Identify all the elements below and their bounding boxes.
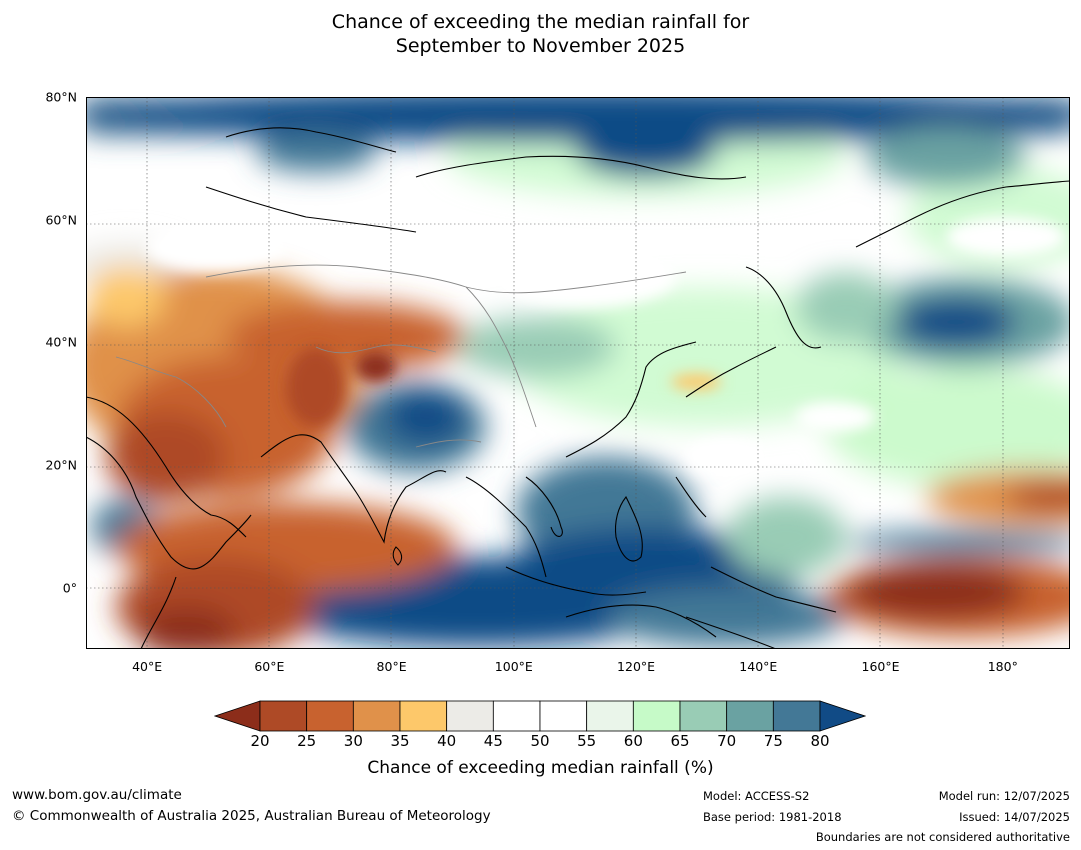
colorbar-tick-label: 35 [390, 732, 410, 750]
lon-tick-label: 40°E [132, 659, 163, 674]
graticule [86, 97, 1070, 649]
colorbar-tick-label: 20 [250, 732, 270, 750]
lat-tick-label: 20°N [45, 457, 77, 473]
colorbar-bin [352, 700, 401, 732]
model-name: Model: ACCESS-S2 [703, 789, 810, 803]
colorbar-label: Chance of exceeding median rainfall (%) [367, 758, 714, 778]
colorbar-tick-label: 40 [437, 732, 457, 750]
map-frame [86, 97, 1070, 649]
colorbar-tick-label: 50 [530, 732, 550, 750]
colorbar-bin [446, 700, 494, 732]
colorbar-bin [539, 700, 588, 732]
colorbar-extend-high [819, 700, 867, 732]
probability-detail [146, 217, 1066, 477]
lat-tick-label: 60°N [45, 212, 77, 228]
lat-tick-label: 0° [62, 580, 77, 596]
title-line-2: September to November 2025 [395, 35, 686, 57]
colorbar-bin [632, 700, 681, 732]
colorbar-bin [492, 700, 541, 732]
lon-tick-label: 120°E [617, 659, 656, 674]
political-boundaries [115, 264, 687, 448]
colorbar-tick-label: 80 [810, 732, 830, 750]
colorbar-tick-label: 75 [763, 732, 783, 750]
model-run-date: Model run: 12/07/2025 [938, 789, 1070, 803]
colorbar-bin [679, 700, 728, 732]
colorbar-tick-label: 45 [483, 732, 503, 750]
map-title: Chance of exceeding the median rainfall … [0, 10, 1081, 58]
colorbar-extend-low [213, 700, 261, 732]
colorbar [213, 700, 867, 736]
colorbar-svg [213, 700, 867, 732]
colorbar-tick-label: 60 [623, 732, 643, 750]
colorbar-tick-label: 70 [717, 732, 737, 750]
colorbar-bin [399, 700, 448, 732]
footer-url: www.bom.gov.au/climate [12, 787, 182, 803]
colorbar-tick-label: 65 [670, 732, 690, 750]
colorbar-tick-label: 25 [297, 732, 317, 750]
colorbar-bin [306, 700, 354, 732]
footer-copyright: © Commonwealth of Australia 2025, Austra… [12, 808, 491, 824]
colorbar-bin [726, 700, 774, 732]
colorbar-tick-label: 30 [343, 732, 363, 750]
colorbar-bin [586, 700, 634, 732]
forecast-map [86, 97, 1070, 649]
lon-tick-label: 160°E [861, 659, 900, 674]
colorbar-bin [772, 700, 821, 732]
colorbar-tick-label: 55 [577, 732, 597, 750]
lon-tick-label: 180° [987, 659, 1018, 674]
forecast-map-canvas [86, 97, 1070, 649]
issued-date: Issued: 14/07/2025 [959, 810, 1070, 824]
boundaries-disclaimer: Boundaries are not considered authoritat… [815, 830, 1070, 844]
probability-field [86, 97, 1070, 649]
base-period: Base period: 1981-2018 [703, 810, 842, 824]
title-line-1: Chance of exceeding the median rainfall … [331, 11, 750, 33]
lat-tick-label: 80°N [45, 89, 77, 105]
lon-tick-label: 100°E [494, 659, 533, 674]
coastlines [86, 127, 1070, 649]
lat-tick-label: 40°N [45, 334, 77, 350]
lon-tick-label: 80°E [376, 659, 407, 674]
lon-tick-label: 140°E [739, 659, 778, 674]
colorbar-bin [259, 700, 308, 732]
lon-tick-label: 60°E [254, 659, 285, 674]
